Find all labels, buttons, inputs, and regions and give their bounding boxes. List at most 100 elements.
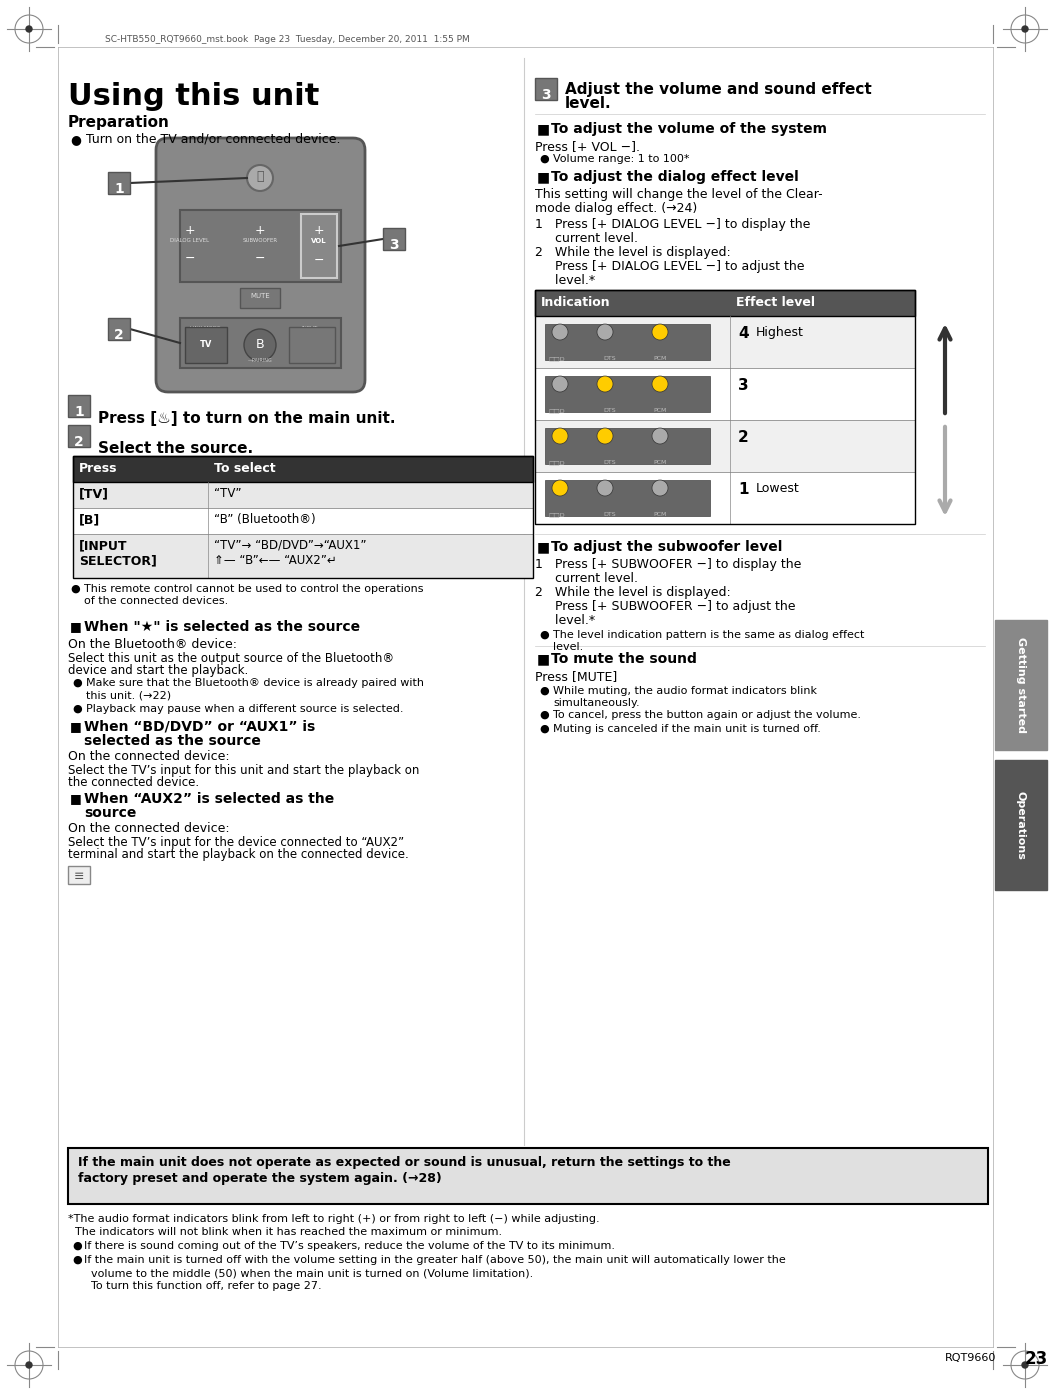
Circle shape xyxy=(1022,1362,1028,1368)
Text: If the main unit does not operate as expected or sound is unusual, return the se: If the main unit does not operate as exp… xyxy=(78,1156,730,1170)
Text: ■: ■ xyxy=(536,123,550,137)
Text: Turn on the TV and/or connected device.: Turn on the TV and/or connected device. xyxy=(86,132,340,146)
Text: Muting is canceled if the main unit is turned off.: Muting is canceled if the main unit is t… xyxy=(553,723,821,735)
Text: Press [♨] to turn on the main unit.: Press [♨] to turn on the main unit. xyxy=(98,411,395,427)
Text: When “AUX2” is selected as the: When “AUX2” is selected as the xyxy=(84,792,334,806)
Text: device and start the playback.: device and start the playback. xyxy=(69,664,249,677)
Text: 1: 1 xyxy=(114,183,124,197)
Text: “TV”→ “BD/DVD”→“AUX1”
⇑— “B”←— “AUX2”↵: “TV”→ “BD/DVD”→“AUX1” ⇑— “B”←— “AUX2”↵ xyxy=(214,539,367,567)
Text: INPUT
SELECTOR: INPUT SELECTOR xyxy=(301,326,329,337)
Text: DIALOG LEVEL: DIALOG LEVEL xyxy=(171,238,210,243)
Text: PCM: PCM xyxy=(653,408,667,413)
Bar xyxy=(545,323,710,360)
Circle shape xyxy=(552,323,568,340)
Text: 2   While the level is displayed:: 2 While the level is displayed: xyxy=(535,585,730,599)
Text: □□D: □□D xyxy=(549,355,565,361)
Text: DTS: DTS xyxy=(604,408,617,413)
Text: ●: ● xyxy=(72,1241,82,1250)
Circle shape xyxy=(26,1362,32,1368)
Text: VOL: VOL xyxy=(311,238,327,244)
Text: On the connected device:: On the connected device: xyxy=(69,822,230,835)
Text: current level.: current level. xyxy=(535,572,638,585)
Text: While muting, the audio format indicators blink
simultaneously.: While muting, the audio format indicator… xyxy=(553,686,817,708)
Text: [TV]: [TV] xyxy=(79,487,109,500)
Text: Volume range: 1 to 100*: Volume range: 1 to 100* xyxy=(553,153,689,164)
Bar xyxy=(73,456,533,579)
Text: +: + xyxy=(184,224,195,237)
Text: 1: 1 xyxy=(74,406,84,420)
Bar xyxy=(240,289,280,308)
Text: −: − xyxy=(314,254,325,268)
Bar xyxy=(535,78,557,100)
Bar xyxy=(73,534,533,579)
Text: 1: 1 xyxy=(738,482,748,498)
Circle shape xyxy=(652,480,668,496)
Text: To turn this function off, refer to page 27.: To turn this function off, refer to page… xyxy=(84,1281,321,1291)
Text: PCM: PCM xyxy=(653,460,667,466)
Text: ■: ■ xyxy=(536,539,550,553)
Text: +: + xyxy=(314,224,325,237)
Text: 1   Press [+ DIALOG LEVEL −] to display the: 1 Press [+ DIALOG LEVEL −] to display th… xyxy=(535,217,811,231)
Text: 3: 3 xyxy=(541,88,551,102)
FancyBboxPatch shape xyxy=(156,138,365,392)
Bar xyxy=(69,1149,988,1204)
Text: ●: ● xyxy=(539,153,549,164)
Text: ●: ● xyxy=(539,723,549,735)
Bar xyxy=(535,473,915,524)
Text: ■: ■ xyxy=(536,652,550,666)
Bar xyxy=(69,425,90,447)
Text: SUBWOOFER: SUBWOOFER xyxy=(242,238,277,243)
Bar xyxy=(545,376,710,413)
Bar xyxy=(383,229,405,250)
Text: 2: 2 xyxy=(114,328,124,342)
Text: Press [MUTE]: Press [MUTE] xyxy=(535,671,618,683)
Text: “B” (Bluetooth®): “B” (Bluetooth®) xyxy=(214,513,315,526)
Bar xyxy=(73,482,533,507)
Text: The indicators will not blink when it has reached the maximum or minimum.: The indicators will not blink when it ha… xyxy=(69,1227,502,1236)
Text: ●: ● xyxy=(70,132,81,146)
Text: Getting started: Getting started xyxy=(1016,637,1026,733)
Text: 3: 3 xyxy=(389,238,398,252)
Text: □□D: □□D xyxy=(549,460,565,466)
Text: □□D: □□D xyxy=(549,408,565,413)
Text: If there is sound coming out of the TV’s speakers, reduce the volume of the TV t: If there is sound coming out of the TV’s… xyxy=(84,1241,614,1250)
Text: source: source xyxy=(84,806,136,820)
Text: level.: level. xyxy=(565,96,611,112)
Circle shape xyxy=(652,428,668,445)
Text: *The audio format indicators blink from left to right (+) or from right to left : *The audio format indicators blink from … xyxy=(69,1214,600,1224)
Text: To mute the sound: To mute the sound xyxy=(551,652,697,666)
Text: □□D: □□D xyxy=(549,512,565,517)
Bar xyxy=(535,368,915,420)
Text: volume to the middle (50) when the main unit is turned on (Volume limitation).: volume to the middle (50) when the main … xyxy=(84,1269,533,1278)
Text: SC-HTB550_RQT9660_mst.book  Page 23  Tuesday, December 20, 2011  1:55 PM: SC-HTB550_RQT9660_mst.book Page 23 Tuesd… xyxy=(105,35,470,45)
Bar xyxy=(995,620,1047,750)
Text: ●: ● xyxy=(72,677,82,689)
Text: —PAIRING: —PAIRING xyxy=(248,358,272,362)
Text: On the connected device:: On the connected device: xyxy=(69,750,230,763)
Text: ⏻: ⏻ xyxy=(256,170,264,183)
Circle shape xyxy=(597,428,613,445)
Text: To select: To select xyxy=(214,461,276,475)
Bar xyxy=(289,328,335,362)
Text: ●: ● xyxy=(70,584,80,594)
Text: Press [+ SUBWOOFER −] to adjust the: Press [+ SUBWOOFER −] to adjust the xyxy=(535,599,796,613)
Text: Using this unit: Using this unit xyxy=(69,82,319,112)
Text: −: − xyxy=(184,252,195,265)
Text: Playback may pause when a different source is selected.: Playback may pause when a different sour… xyxy=(86,704,404,714)
Text: Highest: Highest xyxy=(756,326,804,339)
Bar xyxy=(186,328,227,362)
Text: PCM: PCM xyxy=(653,512,667,517)
Text: To adjust the subwoofer level: To adjust the subwoofer level xyxy=(551,539,782,553)
Bar xyxy=(69,866,90,884)
Text: ■: ■ xyxy=(70,792,82,804)
Text: ●: ● xyxy=(539,710,549,719)
Bar xyxy=(535,420,915,473)
Circle shape xyxy=(597,376,613,392)
Bar xyxy=(108,318,130,340)
Bar xyxy=(180,210,341,282)
Bar xyxy=(545,480,710,516)
Text: [INPUT
SELECTOR]: [INPUT SELECTOR] xyxy=(79,539,157,567)
Bar xyxy=(73,507,533,534)
Text: factory preset and operate the system again. (→28): factory preset and operate the system ag… xyxy=(78,1172,442,1185)
Circle shape xyxy=(26,26,32,32)
